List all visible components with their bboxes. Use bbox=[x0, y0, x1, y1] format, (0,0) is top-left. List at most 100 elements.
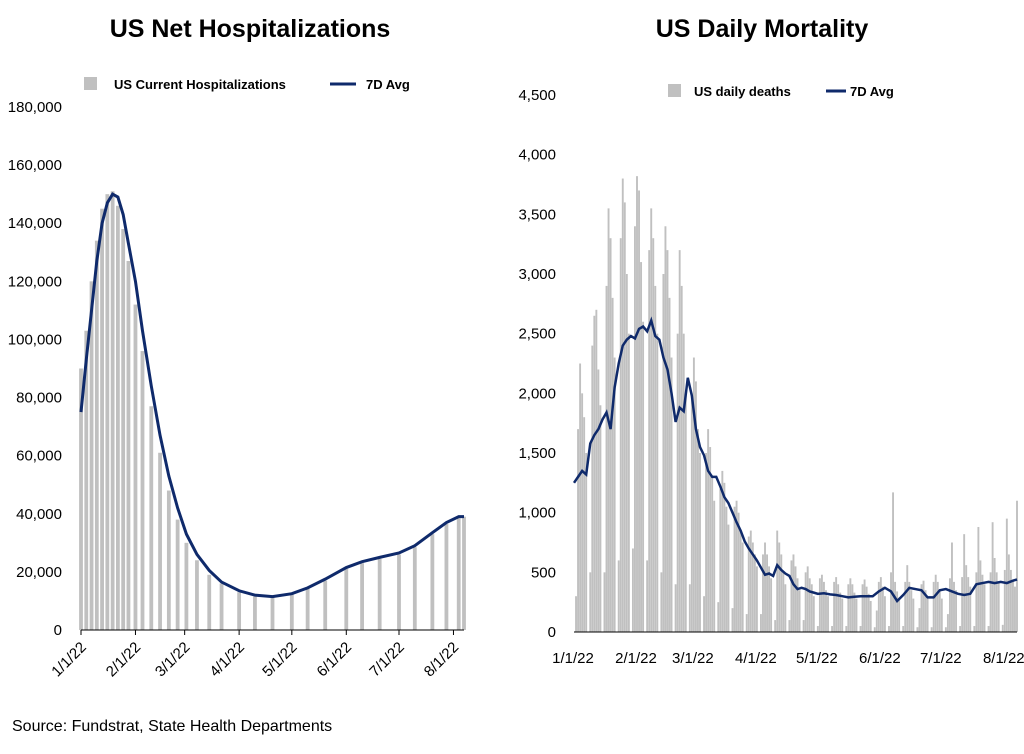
y-axis-ticks: 0 20,000 40,000 60,000 80,000 100,000 120,000 1… bbox=[8, 99, 62, 639]
bar bbox=[782, 572, 785, 632]
legend-bar-label: US Current Hospitalizations bbox=[114, 77, 286, 92]
bar bbox=[462, 516, 466, 630]
y-tick-label: 1,500 bbox=[518, 445, 556, 462]
bar bbox=[920, 584, 923, 632]
bar bbox=[323, 580, 328, 630]
bar bbox=[344, 568, 349, 630]
bar bbox=[640, 262, 643, 632]
x-tick-label: 3/1/22 bbox=[152, 639, 194, 681]
bar bbox=[831, 626, 834, 632]
bar bbox=[690, 393, 693, 632]
bar bbox=[904, 581, 907, 632]
bar bbox=[977, 526, 980, 632]
bar bbox=[717, 602, 720, 632]
bar bbox=[808, 578, 811, 632]
bar bbox=[688, 584, 691, 632]
bar bbox=[727, 524, 730, 632]
bar bbox=[575, 596, 577, 632]
bar bbox=[760, 614, 762, 632]
bar bbox=[810, 584, 813, 632]
bar bbox=[755, 566, 758, 632]
bar bbox=[723, 482, 726, 632]
bar bbox=[444, 523, 449, 630]
bar bbox=[896, 591, 899, 632]
legend-bar-label: US daily deaths bbox=[694, 84, 791, 99]
bar bbox=[774, 620, 777, 632]
x-tick-label: 4/1/22 bbox=[206, 639, 248, 681]
bar bbox=[397, 554, 401, 630]
x-tick-label: 1/1/22 bbox=[552, 650, 594, 667]
bar bbox=[94, 240, 99, 630]
bar bbox=[861, 584, 864, 632]
chart-title: US Net Hospitalizations bbox=[110, 15, 391, 43]
bar bbox=[84, 330, 89, 630]
y-tick-label: 2,000 bbox=[518, 385, 556, 402]
bar bbox=[849, 578, 852, 632]
bar bbox=[839, 592, 842, 632]
y-tick-label: 2,500 bbox=[518, 326, 556, 343]
bar bbox=[869, 600, 872, 632]
bar bbox=[664, 226, 667, 632]
bar bbox=[583, 417, 586, 632]
bar bbox=[697, 429, 699, 632]
bar bbox=[589, 572, 592, 632]
bar bbox=[175, 519, 180, 630]
bar bbox=[430, 534, 435, 630]
bar bbox=[737, 512, 740, 632]
bar bbox=[776, 530, 779, 632]
bar bbox=[890, 572, 892, 632]
bar bbox=[289, 593, 294, 630]
bar bbox=[593, 315, 596, 632]
bar bbox=[855, 598, 858, 632]
bar bbox=[894, 581, 897, 632]
bar bbox=[888, 626, 890, 632]
bar bbox=[646, 560, 649, 632]
bar bbox=[577, 429, 580, 632]
bar bbox=[676, 333, 679, 632]
bar bbox=[875, 610, 878, 632]
bar bbox=[778, 542, 781, 632]
y-tick-label: 60,000 bbox=[16, 448, 62, 465]
bar bbox=[1011, 579, 1014, 632]
bar bbox=[967, 577, 970, 632]
y-tick-label: 3,000 bbox=[518, 266, 556, 283]
bar bbox=[853, 592, 856, 632]
bar bbox=[749, 530, 752, 632]
bar bbox=[625, 274, 628, 632]
bar bbox=[609, 238, 612, 632]
bar bbox=[847, 584, 850, 632]
x-tick-label: 3/1/22 bbox=[672, 650, 714, 667]
bar bbox=[694, 381, 697, 632]
chart-us-net-hospitalizations: US Net Hospitalizations US Current Hospi… bbox=[8, 15, 466, 680]
bar bbox=[837, 584, 840, 632]
bar bbox=[674, 584, 677, 632]
y-tick-label: 3,500 bbox=[518, 206, 556, 223]
bar bbox=[881, 586, 884, 632]
bar bbox=[851, 584, 854, 632]
charts-canvas: US Net Hospitalizations US Current Hospi… bbox=[8, 15, 1024, 680]
bar bbox=[121, 229, 126, 630]
bar bbox=[705, 453, 708, 632]
bar bbox=[166, 490, 171, 630]
x-tick-label: 2/1/22 bbox=[103, 639, 145, 681]
bar-series-group bbox=[575, 176, 1018, 632]
bar bbox=[1014, 586, 1016, 632]
bar bbox=[784, 584, 787, 632]
bar bbox=[713, 500, 716, 632]
bar bbox=[89, 281, 94, 630]
bar bbox=[770, 578, 773, 632]
bar bbox=[1016, 500, 1018, 632]
bar bbox=[865, 586, 868, 632]
bar bbox=[619, 238, 622, 632]
bar bbox=[636, 176, 638, 632]
bar bbox=[751, 542, 754, 632]
bar bbox=[642, 321, 645, 632]
y-tick-label: 4,500 bbox=[518, 87, 556, 104]
bar bbox=[804, 572, 807, 632]
bar bbox=[115, 205, 120, 631]
bar bbox=[753, 554, 756, 632]
bar bbox=[973, 626, 976, 632]
bar bbox=[599, 405, 602, 632]
y-tick-label: 20,000 bbox=[16, 564, 62, 581]
bar bbox=[1007, 554, 1010, 632]
